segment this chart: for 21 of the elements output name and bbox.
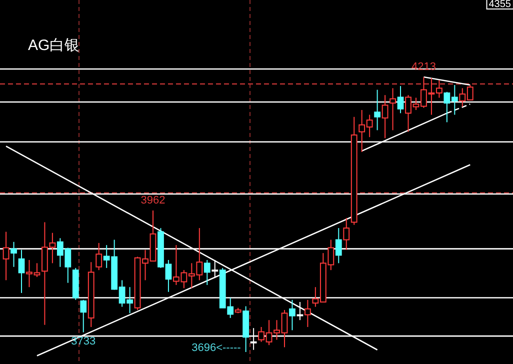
- text: 4355: [488, 0, 512, 10]
- candlestick: [289, 299, 296, 331]
- annotation: 3733: [71, 335, 96, 348]
- candlestick: [2, 231, 10, 281]
- candlestick: [204, 259, 210, 286]
- candlestick: [390, 88, 396, 131]
- candlestick: [374, 89, 381, 131]
- chart-title: AG白银: [28, 37, 80, 54]
- candlestick: [96, 242, 102, 271]
- candlestick: [304, 299, 311, 328]
- candlestick: [10, 241, 17, 268]
- candlestick: [18, 249, 25, 294]
- annotation: 3962: [140, 194, 166, 207]
- candlestick: [335, 228, 342, 264]
- candlestick: [80, 299, 87, 333]
- candlestick: [343, 217, 350, 250]
- candlestick: [397, 86, 404, 114]
- annotation: 3696<-----: [192, 342, 242, 354]
- candlestick: [296, 302, 304, 321]
- candlestick: [382, 94, 388, 139]
- candlestick: [212, 259, 218, 279]
